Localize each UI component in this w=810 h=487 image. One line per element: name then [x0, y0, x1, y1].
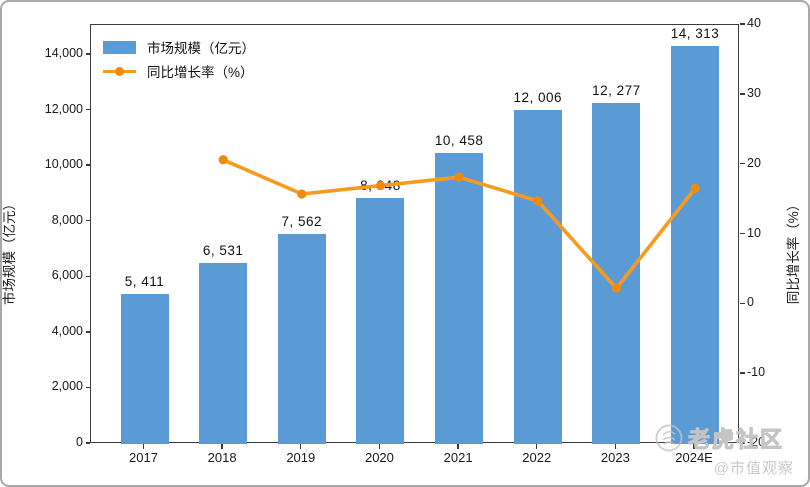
bar — [277, 233, 326, 444]
bar — [199, 262, 248, 444]
legend-item-market-size: 市场规模（亿元） — [103, 35, 255, 59]
left-tick-label: 6,000 — [51, 268, 83, 283]
left-tick-mark — [85, 442, 90, 444]
x-tick-mark — [300, 444, 302, 449]
line-point-marker — [611, 283, 622, 293]
x-tick-mark — [457, 444, 459, 449]
x-tick-mark — [614, 444, 617, 449]
x-tick-mark — [693, 444, 695, 449]
right-tick-label: 40 — [747, 16, 761, 30]
x-tick-label: 2019 — [286, 450, 316, 465]
left-tick-mark — [85, 164, 90, 166]
bar-value-label: 10, 458 — [434, 133, 484, 149]
right-tick-label: -10 — [747, 365, 766, 380]
left-tick-mark — [85, 220, 90, 222]
x-tick-label: 2017 — [129, 450, 158, 465]
x-tick-mark — [221, 444, 223, 449]
left-tick-label: 4,000 — [51, 323, 83, 338]
right-axis-title: 同比增长率（%） — [786, 197, 801, 305]
x-tick-label: 2018 — [207, 450, 237, 465]
right-tick-mark — [740, 23, 745, 25]
right-tick-label: 30 — [747, 85, 761, 100]
x-tick-mark — [378, 444, 381, 449]
right-tick-mark — [740, 232, 745, 235]
bar-value-label: 14, 313 — [670, 26, 720, 42]
line-point-marker — [297, 189, 307, 199]
bar — [435, 153, 484, 444]
left-tick-label: 10,000 — [44, 157, 83, 172]
x-tick-label: 2023 — [600, 450, 630, 465]
bar-value-label: 12, 006 — [513, 90, 563, 106]
bar-value-label: 6, 531 — [202, 242, 244, 258]
line-point-marker — [218, 155, 228, 165]
left-tick-label: 0 — [76, 435, 83, 449]
right-tick-mark — [740, 93, 745, 95]
left-tick-label: 2,000 — [51, 379, 83, 394]
legend-item-growth-rate: 同比增长率（%） — [103, 59, 255, 83]
bar — [592, 102, 641, 444]
left-tick-label: 14,000 — [44, 46, 83, 60]
bar-value-label: 7, 562 — [281, 213, 323, 229]
right-tick-label: 20 — [747, 155, 761, 170]
bar-series-layer: 5, 411 6, 531 7, 562 8, 848 10, 458 12, 006 12… — [91, 25, 740, 444]
line-marker-icon — [103, 65, 136, 78]
right-tick-label: -20 — [747, 435, 766, 449]
right-tick-mark — [740, 372, 745, 374]
line-series-layer — [218, 155, 700, 293]
bar — [513, 110, 562, 444]
bar-value-label: 12, 277 — [592, 82, 641, 98]
left-tick-mark — [85, 53, 90, 55]
legend-label: 市场规模（亿元） — [147, 41, 255, 56]
right-tick-label: 10 — [747, 225, 761, 240]
legend-label: 同比增长率（%） — [147, 65, 254, 80]
line-point-marker — [533, 196, 543, 206]
x-tick-label: 2020 — [364, 450, 394, 465]
right-tick-mark — [740, 442, 745, 444]
left-tick-mark — [85, 386, 90, 389]
watermark-community-name: 老虎社区 — [687, 427, 785, 453]
bar-swatch-icon — [103, 40, 136, 54]
legend: 市场规模（亿元） 同比增长率（%） — [103, 35, 255, 83]
tiger-logo-icon — [655, 424, 683, 452]
x-tick-label: 2024E — [675, 450, 713, 465]
left-tick-label: 12,000 — [44, 101, 83, 116]
x-tick-label: 2021 — [443, 450, 473, 465]
bar-value-label: 5, 411 — [124, 273, 165, 289]
line-point-marker — [690, 183, 700, 194]
left-tick-mark — [85, 275, 90, 277]
watermark-row: 老虎社区 — [654, 422, 794, 454]
watermark-account-name: @市值观察 — [713, 460, 794, 477]
right-tick-mark — [740, 162, 745, 165]
left-tick-mark — [85, 108, 90, 111]
x-tick-label: 2022 — [522, 450, 552, 465]
x-tick-mark — [536, 444, 538, 449]
line-point-marker — [375, 181, 386, 191]
bar — [671, 46, 720, 444]
bar — [120, 293, 169, 444]
right-tick-mark — [740, 302, 745, 305]
bar — [356, 198, 405, 444]
left-axis-title: 市场规模（亿元） — [2, 197, 17, 305]
right-tick-label: 0 — [747, 295, 754, 310]
left-tick-label: 8,000 — [51, 212, 83, 227]
watermark: 老虎社区 @市值观察 — [654, 422, 794, 478]
left-tick-mark — [85, 331, 90, 333]
plot-area: 5, 411 6, 531 7, 562 8, 848 10, 458 12, 006 12… — [90, 24, 740, 444]
line-point-marker — [454, 172, 464, 182]
x-tick-mark — [142, 444, 145, 449]
